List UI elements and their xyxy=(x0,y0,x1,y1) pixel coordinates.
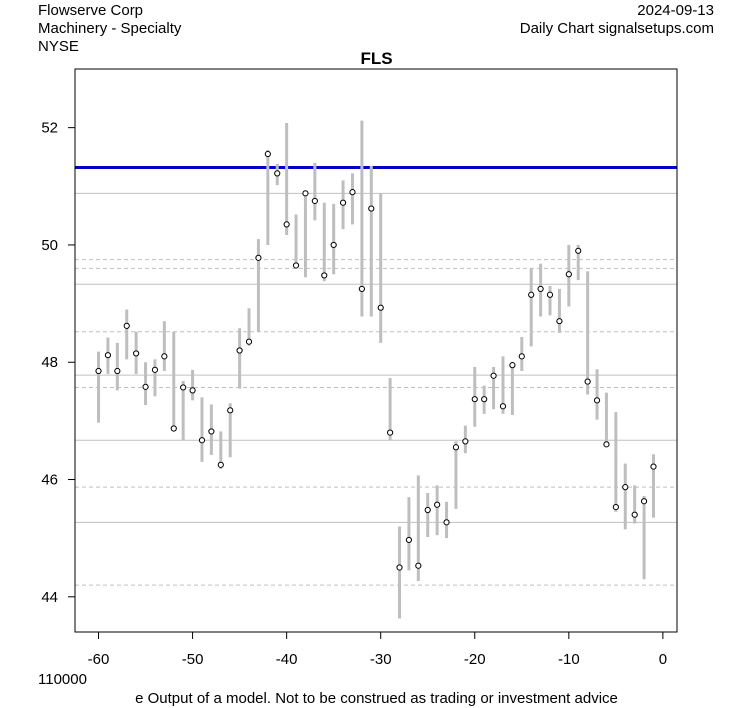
close-point xyxy=(537,285,544,293)
close-point xyxy=(236,347,243,354)
y-tick-label: 48 xyxy=(41,354,58,371)
x-tick-label: -50 xyxy=(182,651,204,668)
close-point xyxy=(405,536,413,544)
close-point xyxy=(104,352,112,359)
x-tick-label: 0 xyxy=(659,651,667,668)
x-tick-label: -60 xyxy=(88,651,110,668)
close-point xyxy=(631,511,638,518)
close-point xyxy=(302,190,309,197)
close-point xyxy=(509,362,516,369)
close-point xyxy=(565,271,572,278)
close-point xyxy=(650,463,657,470)
close-point xyxy=(321,272,328,279)
close-point xyxy=(387,429,394,436)
close-point xyxy=(528,291,535,298)
close-point xyxy=(142,383,149,390)
header-right: 2024-09-13 Daily Chart signalsetups.com xyxy=(520,2,714,38)
close-points xyxy=(95,150,657,571)
close-point xyxy=(274,170,281,177)
close-point xyxy=(556,318,563,325)
close-point xyxy=(434,501,441,508)
close-point xyxy=(151,366,159,373)
close-point xyxy=(546,291,554,298)
x-tick-label: -30 xyxy=(370,651,392,668)
x-tick-label: -10 xyxy=(558,651,580,668)
close-point xyxy=(499,403,507,410)
y-tick-label: 50 xyxy=(41,237,58,254)
close-point xyxy=(349,189,356,196)
close-point xyxy=(377,304,384,311)
close-point xyxy=(255,254,262,261)
close-point xyxy=(358,285,365,293)
close-point xyxy=(283,221,290,228)
x-tick-label: -20 xyxy=(464,651,486,668)
close-point xyxy=(311,197,318,205)
close-point xyxy=(245,338,253,345)
axes: -60 -50 -40 -30 -20 -10 0 44 46 48 50 52 xyxy=(41,120,667,668)
close-point xyxy=(227,407,234,414)
plot-frame xyxy=(74,68,678,633)
close-point xyxy=(95,367,102,375)
close-point xyxy=(198,437,206,444)
header-left: Flowserve Corp Machinery - Specialty NYS… xyxy=(38,2,181,56)
close-point xyxy=(575,247,582,254)
close-point xyxy=(640,498,648,505)
close-point xyxy=(217,461,224,468)
close-point xyxy=(593,397,601,404)
close-point xyxy=(161,353,168,360)
company-name: Flowserve Corp xyxy=(38,2,144,19)
close-point xyxy=(292,262,300,269)
source-label: Daily Chart signalsetups.com xyxy=(519,20,714,37)
y-tick-label: 46 xyxy=(41,472,58,489)
close-point xyxy=(189,387,196,394)
disclaimer-text: e Output of a model. Not to be construed… xyxy=(135,690,618,707)
close-point xyxy=(208,428,215,435)
close-point xyxy=(424,506,431,514)
close-point xyxy=(415,562,422,569)
close-point xyxy=(180,384,187,391)
close-point xyxy=(622,484,629,491)
close-point xyxy=(471,396,478,403)
close-point xyxy=(584,378,591,385)
close-point xyxy=(603,441,610,448)
close-point xyxy=(368,205,375,212)
close-point xyxy=(114,367,121,375)
chart-date: 2024-09-13 xyxy=(637,2,714,19)
close-point xyxy=(170,425,177,432)
close-point xyxy=(518,353,525,360)
close-point xyxy=(123,322,130,329)
y-tick-label: 52 xyxy=(41,120,58,137)
close-point xyxy=(396,564,403,571)
price-bars xyxy=(97,120,655,619)
exchange-label: NYSE xyxy=(38,38,79,55)
close-point xyxy=(452,444,460,451)
volume-label: 110000 xyxy=(38,671,87,688)
y-tick-label: 44 xyxy=(41,589,58,606)
industry-label: Machinery - Specialty xyxy=(38,20,182,37)
close-point xyxy=(443,519,450,526)
close-point xyxy=(612,503,619,511)
close-point xyxy=(490,372,497,379)
close-point xyxy=(133,350,140,357)
close-point xyxy=(264,150,271,158)
close-point xyxy=(339,199,347,206)
x-tick-label: -40 xyxy=(276,651,298,668)
chart-title: FLS xyxy=(360,49,393,68)
reference-lines xyxy=(75,166,677,586)
close-point xyxy=(481,396,488,403)
close-point xyxy=(330,241,337,249)
close-point xyxy=(462,438,469,445)
